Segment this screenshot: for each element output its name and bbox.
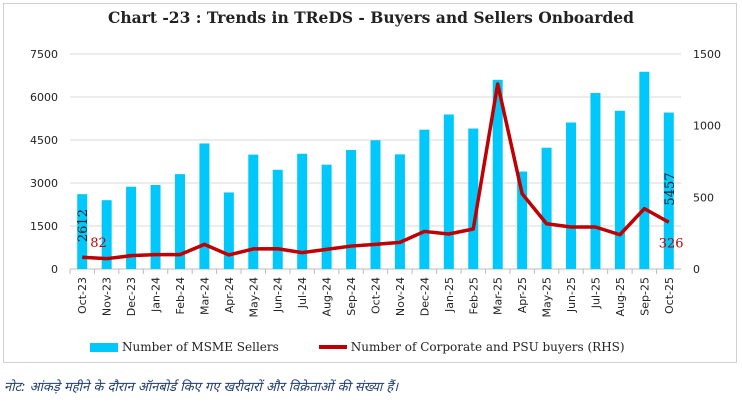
x-tick-label: Apr-24 — [223, 277, 236, 313]
bar — [199, 143, 210, 269]
y-left-tick-label: 4500 — [30, 134, 58, 147]
x-tick-label: Oct-23 — [76, 277, 89, 314]
x-tick-label: May-24 — [247, 277, 260, 318]
data-label-last-line: 326 — [659, 236, 684, 251]
x-tick-label: Nov-24 — [394, 277, 407, 316]
bar — [639, 71, 650, 269]
chart-plot: 0 1500 3000 4500 6000 7500 0 500 1000 1500 Oct-23 N… — [30, 48, 721, 318]
x-tick-label: Sep-24 — [345, 277, 358, 316]
legend-item-buyers: Number of Corporate and PSU buyers (RHS) — [318, 340, 625, 354]
bar — [101, 200, 112, 269]
x-tick-label: Oct-25 — [663, 277, 676, 314]
footnote: नोट: आंकड़े महीने के दौरान ऑनबोर्ड किए ग… — [4, 380, 399, 395]
bar — [443, 114, 454, 269]
x-tick-label: Jul-24 — [296, 277, 309, 309]
bar — [419, 129, 430, 269]
legend-swatch-bar — [90, 342, 118, 352]
x-tick-label: Dec-23 — [125, 277, 138, 316]
x-tick-label: Jan-25 — [443, 277, 456, 313]
bar — [248, 154, 259, 269]
legend: Number of MSME Sellers Number of Corpora… — [90, 340, 625, 354]
x-tick-label: Jun-24 — [272, 277, 285, 313]
legend-swatch-line — [318, 345, 347, 349]
bar — [223, 192, 234, 269]
bar — [541, 147, 552, 269]
bar — [126, 186, 137, 269]
bar — [77, 194, 88, 269]
y-left-tick-label: 7500 — [30, 48, 58, 61]
x-tick-label: Mar-25 — [492, 277, 505, 315]
x-tick-label: Apr-25 — [516, 277, 529, 313]
x-tick-label: Aug-25 — [614, 277, 627, 316]
data-label-first-line: 82 — [90, 236, 107, 251]
x-tick-label: Sep-25 — [638, 277, 651, 316]
bar — [370, 140, 381, 269]
bar — [614, 110, 625, 269]
data-label-last-bar: 5457 — [663, 172, 678, 205]
y-right-tick-label: 1500 — [693, 48, 721, 61]
data-label-first-bar: 2612 — [76, 209, 91, 242]
bar — [468, 128, 479, 269]
bar — [394, 154, 405, 269]
bar — [321, 164, 332, 269]
x-tick-label: Jul-25 — [589, 277, 602, 309]
x-tick-label: Jan-24 — [150, 277, 163, 313]
x-tick-label: Feb-25 — [467, 277, 480, 314]
y-left-tick-label: 1500 — [30, 220, 58, 233]
bar — [590, 92, 601, 269]
x-tick-label: Jun-25 — [565, 277, 578, 313]
bar — [174, 174, 185, 269]
y-right-tick-label: 500 — [693, 191, 714, 204]
bar — [566, 122, 577, 269]
x-tick-label: May-25 — [541, 277, 554, 318]
legend-item-sellers: Number of MSME Sellers — [90, 340, 279, 354]
bar — [346, 150, 357, 269]
bar — [492, 79, 503, 269]
bar — [517, 171, 528, 269]
y-left-tick-label: 0 — [51, 263, 58, 276]
chart-frame — [3, 3, 737, 363]
x-tick-label: Dec-24 — [418, 277, 431, 316]
chart-title: Chart -23 : Trends in TReDS - Buyers and… — [108, 8, 634, 27]
y-right-tick-label: 1000 — [693, 120, 721, 133]
x-tick-label: Aug-24 — [321, 277, 334, 316]
bar — [297, 153, 308, 269]
y-left-tick-label: 3000 — [30, 177, 58, 190]
x-tick-label: Feb-24 — [174, 277, 187, 314]
x-tick-label: Mar-24 — [198, 277, 211, 315]
bar — [150, 185, 161, 269]
legend-label: Number of Corporate and PSU buyers (RHS) — [350, 340, 625, 354]
bar — [663, 112, 674, 269]
bar — [272, 169, 283, 269]
x-tick-label: Nov-23 — [101, 277, 114, 316]
y-left-tick-label: 6000 — [30, 91, 58, 104]
x-tick-label: Oct-24 — [370, 277, 383, 314]
y-right-tick-label: 0 — [693, 263, 700, 276]
legend-label: Number of MSME Sellers — [122, 340, 279, 354]
